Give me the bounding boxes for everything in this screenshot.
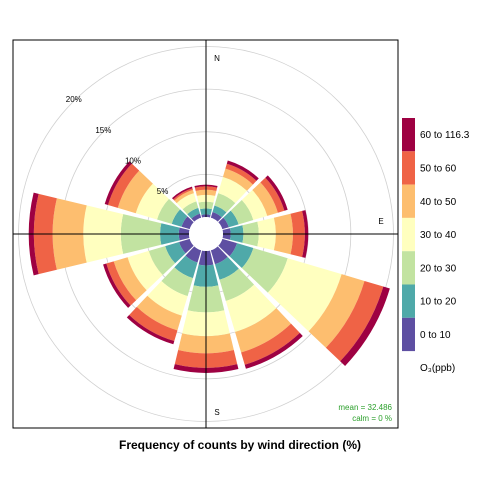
wedge-30-bin-4	[222, 168, 253, 191]
mean-label: mean = 32.486	[338, 403, 392, 412]
calm-circle	[189, 217, 223, 251]
legend-label: 20 to 30	[420, 263, 457, 274]
legend-swatch	[402, 151, 415, 185]
wedge-210-bin-5	[129, 306, 178, 342]
wedge-60-bin-0	[218, 217, 229, 230]
legend-label: 30 to 40	[420, 230, 457, 241]
wedge-150-bin-2	[219, 268, 255, 301]
wedge-60-bin-6	[265, 175, 288, 211]
wedge-150-bin-4	[235, 308, 292, 353]
wedge-120-bin-5	[325, 280, 384, 362]
wedge-30-bin-5	[225, 163, 257, 185]
wedge-150-bin-3	[225, 284, 277, 333]
ring-label: 10%	[125, 156, 141, 165]
legend-label: 50 to 60	[420, 163, 457, 174]
wedge-330-bin-4	[174, 189, 194, 204]
wedge-240-bin-6	[103, 263, 131, 308]
wedge-60-bin-3	[241, 190, 268, 220]
wedge-300-bin-4	[117, 170, 153, 214]
wedge-240-bin-3	[127, 250, 163, 291]
wedge-210-bin-3	[147, 280, 188, 316]
legend: 60 to 116.3 50 to 60 40 to 50 30 to 40 20 to…	[402, 118, 470, 352]
wedge-210-bin-1	[174, 255, 198, 279]
wedge-330-bin-3	[176, 193, 197, 210]
wedge-60-bin-5	[260, 177, 285, 213]
wedge-120-bin-4	[308, 274, 365, 348]
compass-label-N: N	[214, 54, 220, 63]
wedge-240-bin-5	[106, 261, 137, 306]
wedge-150-bin-5	[241, 323, 300, 365]
wedge-30-bin-1	[212, 205, 227, 218]
ring-label: 15%	[95, 126, 111, 135]
wedge-210-bin-2	[161, 267, 193, 297]
wedge-120-bin-6	[340, 286, 390, 366]
wedge-300-bin-2	[157, 198, 181, 224]
ring-labels: 5% 10% 15% 20%	[66, 95, 169, 196]
plot-panel	[12, 39, 399, 429]
wedge-240-bin-4	[113, 257, 147, 301]
wedge-120-bin-3	[267, 258, 342, 332]
wedge-300-bin-1	[171, 209, 188, 227]
legend-label: 40 to 50	[420, 197, 457, 208]
wedge-300-bin-5	[107, 163, 140, 208]
chart-title: Frequency of counts by wind direction (%…	[119, 438, 361, 452]
ring-label: 20%	[66, 95, 82, 104]
wedge-120-bin-1	[229, 243, 254, 268]
wedge-300-bin-6	[104, 161, 132, 205]
wedge-120-bin-0	[218, 238, 238, 257]
wedge-30-bin-3	[218, 176, 248, 204]
wedge-330-bin-2	[182, 201, 199, 215]
wedge-150-bin-0	[210, 246, 228, 265]
wedge-150-bin-1	[214, 256, 239, 280]
legend-label: 60 to 116.3	[420, 130, 470, 141]
legend-title: O₃(ppb)	[420, 363, 455, 374]
wedge-330-bin-5	[173, 188, 193, 201]
legend-swatch	[402, 251, 415, 285]
wedge-30-bin-2	[214, 193, 236, 213]
wedge-330-bin-1	[187, 207, 200, 219]
compass-label-E: E	[378, 217, 383, 226]
compass-label-S: S	[214, 408, 219, 417]
legend-label: 10 to 20	[420, 297, 457, 308]
wedge-120-bin-2	[241, 248, 288, 293]
wedge-210-bin-4	[136, 295, 182, 331]
wedge-210-bin-0	[185, 246, 202, 263]
wedge-60-bin-2	[230, 200, 254, 225]
ring-label: 5%	[157, 187, 169, 196]
wedge-layer	[28, 160, 390, 373]
wedge-240-bin-0	[179, 238, 194, 254]
compass-labels: N E S	[214, 54, 384, 417]
legend-swatch	[402, 184, 415, 218]
wedge-300-bin-0	[181, 216, 194, 230]
wedge-60-bin-4	[252, 182, 278, 216]
wedge-30-bin-0	[210, 211, 222, 222]
wedge-150-bin-6	[244, 332, 303, 369]
wedge-330-bin-0	[191, 213, 202, 222]
legend-label: 0 to 10	[420, 330, 451, 341]
wedge-300-bin-3	[135, 183, 169, 220]
wedge-240-bin-1	[165, 241, 186, 264]
legend-swatch	[402, 317, 415, 352]
wedge-330-bin-6	[172, 186, 193, 200]
wedge-30-bin-6	[226, 160, 259, 181]
wedge-240-bin-2	[148, 246, 176, 276]
wedge-210-bin-6	[126, 314, 175, 345]
legend-swatch	[402, 118, 415, 152]
calm-label: calm = 0 %	[352, 414, 392, 423]
wedge-60-bin-1	[223, 210, 239, 228]
legend-swatch	[402, 217, 415, 252]
legend-swatch	[402, 284, 415, 318]
